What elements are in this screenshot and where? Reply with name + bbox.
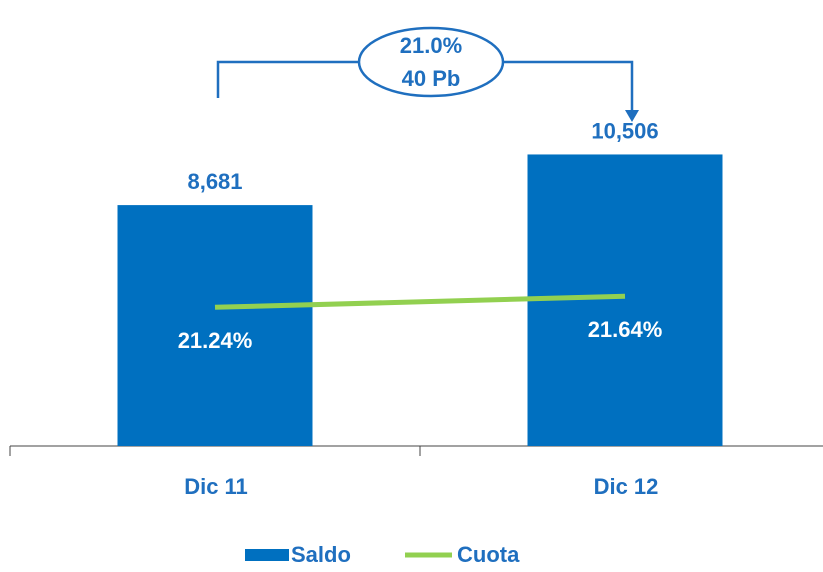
annotation-text: 21.0% — [400, 33, 462, 58]
line-value-label: 21.24% — [178, 328, 253, 353]
legend-label: Cuota — [457, 542, 520, 567]
bracket — [216, 60, 359, 98]
line — [214, 293, 626, 310]
annotation-ellipse — [357, 26, 505, 98]
bar — [117, 205, 313, 446]
x-tick-label: Dic 12 — [594, 474, 659, 499]
x-tick-label: Dic 11 — [184, 474, 248, 499]
line-value-label: 21.64% — [588, 317, 663, 342]
annotation-text: 40 Pb — [402, 66, 461, 91]
bracket — [503, 60, 634, 112]
annotation: 21.0% 40 Pb — [216, 26, 639, 122]
bar-value-label: 10,506 — [591, 118, 658, 143]
bar-value-label: 8,681 — [187, 169, 242, 194]
legend-swatch — [245, 549, 289, 561]
arrow-head — [625, 110, 639, 122]
legend-label: Saldo — [291, 542, 351, 567]
